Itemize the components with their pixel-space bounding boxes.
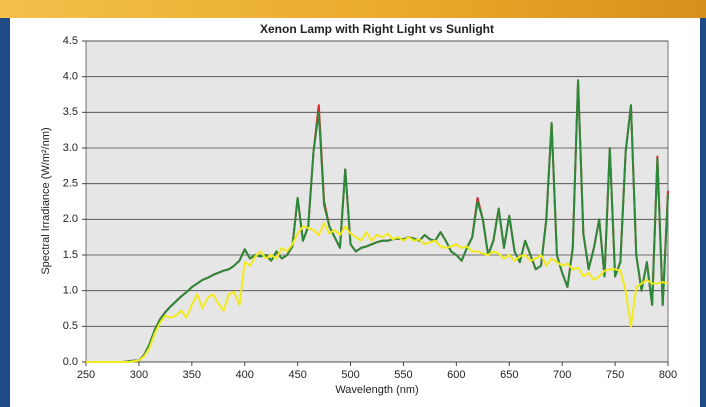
x-tick-label: 450 [288, 369, 306, 381]
x-tick-label: 650 [500, 369, 518, 381]
chart-title: Xenon Lamp with Right Light vs Sunlight [260, 22, 494, 36]
y-tick-label: 2.5 [63, 178, 78, 190]
x-tick-label: 550 [394, 369, 412, 381]
y-tick-label: 4.5 [63, 35, 78, 47]
y-tick-label: 3.0 [63, 142, 78, 154]
plot-area [85, 40, 669, 363]
x-tick-label: 700 [553, 369, 571, 381]
series-line [86, 79, 669, 363]
x-tick-label: 250 [77, 369, 95, 381]
x-tick-label: 300 [130, 369, 148, 381]
x-tick-label: 350 [183, 369, 201, 381]
y-tick-label: 4.0 [63, 71, 78, 83]
x-tick-label: 400 [236, 369, 254, 381]
y-tick-label: 2.0 [63, 213, 78, 225]
y-tick-label: 0.0 [63, 356, 78, 368]
x-tick-label: 500 [341, 369, 359, 381]
y-tick-label: 0.5 [63, 320, 78, 332]
x-tick-label: 750 [606, 369, 624, 381]
y-tick-label: 3.5 [63, 106, 78, 118]
y-axis-label: Spectral Irradiance (W/m²/nm) [40, 127, 52, 274]
series-line [86, 221, 669, 363]
x-tick-label: 800 [659, 369, 677, 381]
x-tick-label: 600 [447, 369, 465, 381]
y-tick-label: 1.5 [63, 249, 78, 261]
y-tick-label: 1.0 [63, 285, 78, 297]
x-axis-label: Wavelength (nm) [335, 384, 418, 396]
